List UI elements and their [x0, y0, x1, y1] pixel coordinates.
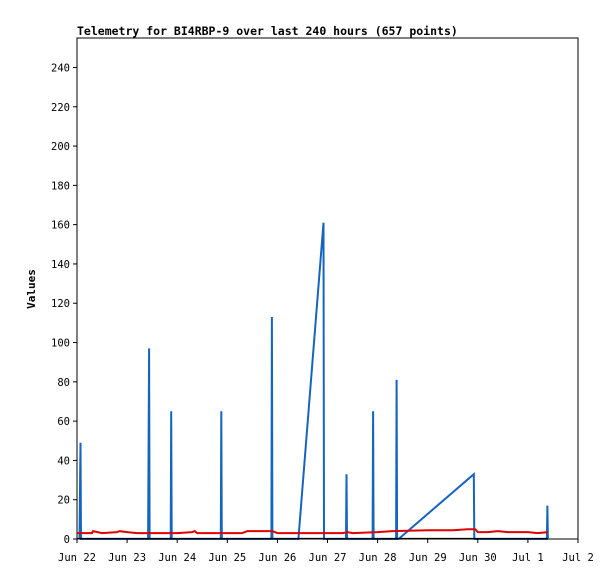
y-axis-ticks: 0 20 40 60 80 100 120 140 160 180 200 220 240 [51, 62, 77, 546]
y-tick-label: 160 [51, 220, 70, 232]
x-tick-label: Jun 29 [409, 552, 447, 564]
y-tick-label: 240 [51, 62, 70, 74]
plot-area [76, 37, 579, 540]
x-tick-label: Jun 27 [309, 552, 347, 564]
y-tick-label: 100 [51, 338, 70, 350]
series-line-2 [77, 528, 548, 535]
x-tick-label: Jun 23 [108, 552, 146, 564]
x-tick-label: Jun 30 [459, 552, 497, 564]
x-tick-label: Jun 24 [158, 552, 196, 564]
y-tick-label: 20 [57, 495, 70, 507]
x-tick-label: Jun 22 [58, 552, 96, 564]
plot-frame [76, 37, 579, 540]
x-tick-label: Jun 26 [258, 552, 296, 564]
x-tick-label: Jul 2 [562, 552, 594, 564]
y-tick-label: 140 [51, 259, 70, 271]
x-tick-label: Jun 25 [208, 552, 246, 564]
y-tick-label: 220 [51, 102, 70, 114]
y-tick-label: 0 [64, 534, 70, 546]
x-tick-label: Jul 1 [512, 552, 544, 564]
y-tick-label: 80 [57, 377, 70, 389]
y-tick-label: 60 [57, 416, 70, 428]
y-tick-label: 40 [57, 455, 70, 467]
chart-title: Telemetry for BI4RBP-9 over last 240 hou… [77, 24, 458, 38]
x-tick-label: Jun 28 [359, 552, 397, 564]
y-tick-label: 180 [51, 180, 70, 192]
y-tick-label: 200 [51, 141, 70, 153]
x-axis-ticks: Jun 22 Jun 23 Jun 24 Jun 25 Jun 26 Jun 27 Jun … [58, 539, 594, 564]
y-axis-label: Values [25, 269, 38, 309]
y-tick-label: 120 [51, 298, 70, 310]
